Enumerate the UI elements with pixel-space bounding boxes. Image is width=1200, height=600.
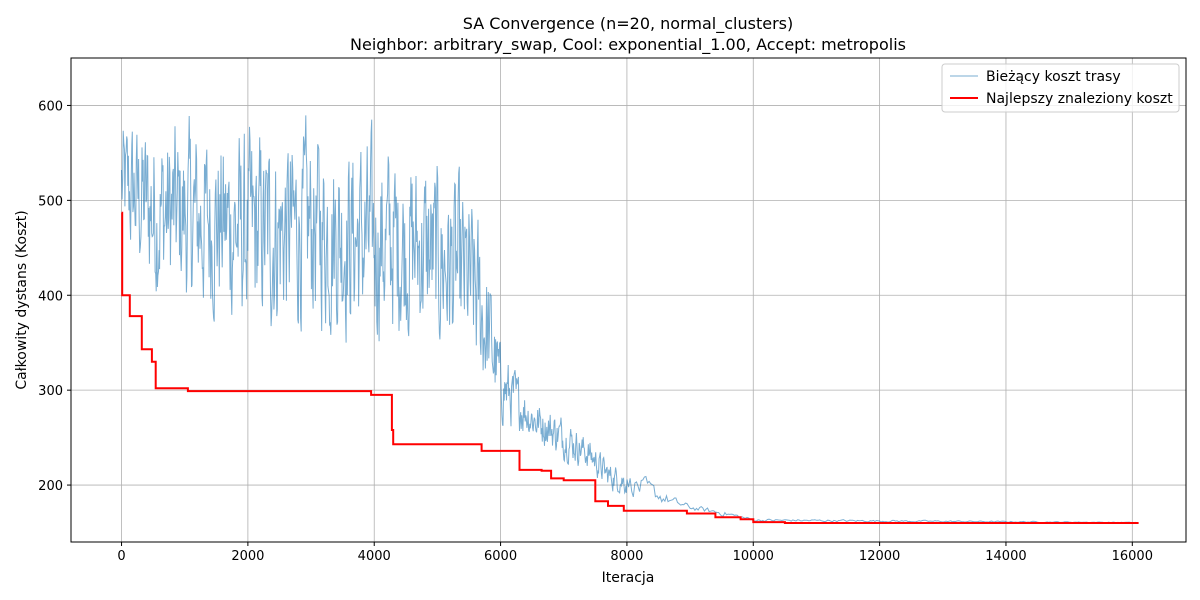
y-tick-label: 400 — [38, 289, 63, 304]
legend: Bieżący koszt trasy Najlepszy znaleziony… — [941, 63, 1180, 113]
series-line-current-cost — [121, 115, 1138, 524]
y-tick-label: 200 — [38, 479, 63, 494]
x-tick-label: 2000 — [231, 549, 264, 564]
series-line-best-cost — [121, 211, 1139, 524]
x-tick-label: 16000 — [1112, 549, 1153, 564]
y-tick-label: 500 — [38, 194, 63, 209]
x-tick-label: 4000 — [358, 549, 391, 564]
chart-title-line-2: Neighbor: arbitrary_swap, Cool: exponent… — [350, 35, 906, 55]
x-tick-label: 8000 — [610, 549, 643, 564]
plot-area — [121, 115, 1139, 524]
chart-title-line-1: SA Convergence (n=20, normal_clusters) — [463, 14, 793, 34]
axes-frame — [70, 57, 1187, 543]
legend-label-current-cost: Bieżący koszt trasy — [986, 69, 1121, 85]
legend-box — [941, 63, 1180, 113]
x-tick-label: 0 — [117, 549, 125, 564]
y-axis-label: Całkowity dystans (Koszt) — [14, 210, 30, 389]
y-tick-label: 600 — [38, 99, 63, 114]
x-axis-label: Iteracja — [602, 570, 655, 586]
x-tick-label: 14000 — [985, 549, 1026, 564]
x-tick-label: 10000 — [733, 549, 774, 564]
x-tick-label: 12000 — [859, 549, 900, 564]
axis-ticks: 0 2000 4000 6000 8000 10000 12000 14000 16000 200… — [38, 99, 1153, 564]
x-tick-label: 6000 — [484, 549, 517, 564]
y-tick-label: 300 — [38, 384, 63, 399]
legend-label-best-cost: Najlepszy znaleziony koszt — [986, 91, 1173, 107]
